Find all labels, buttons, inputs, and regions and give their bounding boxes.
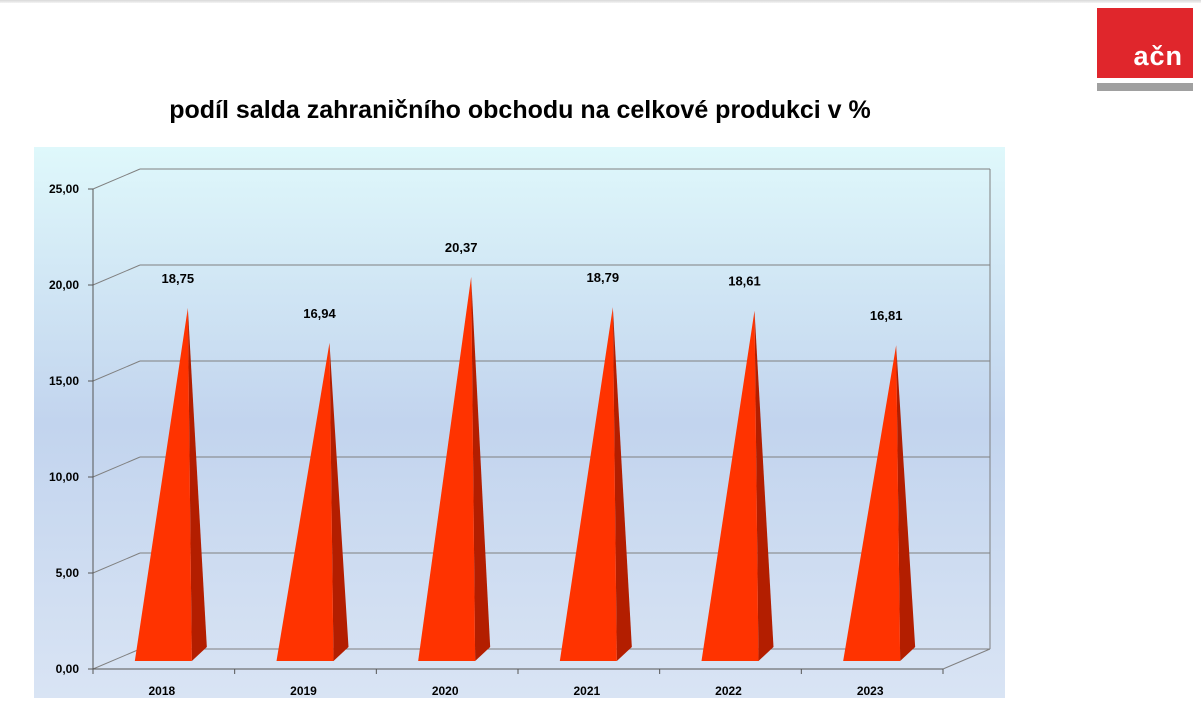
pyramid-bar: [843, 345, 901, 661]
pyramid-bar-side: [754, 310, 774, 661]
top-border-line: [0, 0, 1201, 3]
y-tick-label: 0,00: [56, 662, 80, 676]
pyramid-bar: [276, 342, 334, 661]
gridline-side-2: [92, 456, 141, 478]
y-tick-label: 15,00: [49, 374, 79, 388]
data-label: 20,37: [445, 240, 478, 255]
pyramid-bar-side: [187, 308, 207, 661]
gridline-side-4: [92, 264, 141, 286]
x-tick-label: 2021: [573, 684, 600, 698]
data-label: 18,61: [728, 274, 761, 289]
data-label: 16,81: [870, 308, 903, 323]
pyramid-bar: [134, 308, 192, 661]
pyramid-bar: [559, 307, 617, 661]
y-tick-label: 25,00: [49, 182, 79, 196]
gridline-side-5: [92, 168, 141, 190]
pyramid-bar-side: [896, 345, 916, 661]
logo-text: ačn: [1133, 41, 1183, 71]
data-label: 18,79: [587, 270, 620, 285]
pyramid-bar-side: [329, 342, 349, 661]
x-tick-label: 2018: [148, 684, 175, 698]
y-tick-label: 10,00: [49, 470, 79, 484]
pyramid-bar: [701, 310, 759, 661]
x-tick-label: 2022: [715, 684, 742, 698]
gridline-side-0: [92, 648, 141, 670]
gridline-side-1: [92, 552, 141, 574]
pyramid-bar: [418, 276, 476, 661]
data-label: 18,75: [162, 271, 195, 286]
data-label: 16,94: [303, 306, 336, 321]
x-tick-label: 2023: [857, 684, 884, 698]
floor-right-edge: [942, 648, 991, 670]
pyramid-bar-side: [471, 276, 491, 661]
x-tick-label: 2020: [432, 684, 459, 698]
pyramid-bar-side: [612, 307, 632, 661]
y-tick-label: 5,00: [56, 566, 80, 580]
logo-underline-bar: [1097, 83, 1193, 91]
acn-logo: ačn: [1097, 8, 1193, 78]
y-tick-label: 20,00: [49, 278, 79, 292]
gridline-side-3: [92, 360, 141, 382]
x-tick-label: 2019: [290, 684, 317, 698]
chart-title: podíl salda zahraničního obchodu na celk…: [169, 96, 871, 124]
